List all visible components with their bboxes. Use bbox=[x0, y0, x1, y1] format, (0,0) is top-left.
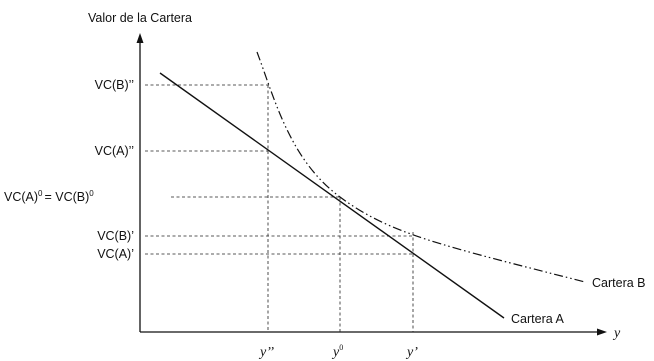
label-vc-b0: = VC(B) bbox=[44, 190, 89, 204]
label-vc-a-prime: VC(A)’ bbox=[97, 247, 134, 261]
label-vc-b0-superscript: 0 bbox=[89, 189, 94, 198]
label-vc-zero-equality: VC(A)0 = VC(B)0 bbox=[4, 189, 94, 204]
label-vc-b-prime: VC(B)’ bbox=[97, 229, 134, 243]
x-axis-title: y bbox=[612, 326, 621, 341]
label-cartera-a: Cartera A bbox=[511, 312, 564, 326]
y-axis-arrowhead bbox=[136, 33, 144, 43]
label-vc-b-dblprime: VC(B)’’ bbox=[95, 78, 134, 92]
label-y-zero-base: y bbox=[331, 345, 340, 360]
y-axis-title: Valor de la Cartera bbox=[88, 11, 192, 25]
label-vc-a0: VC(A) bbox=[4, 190, 38, 204]
cartera-b-curve bbox=[256, 51, 586, 283]
label-vc-a-dblprime: VC(A)’’ bbox=[95, 144, 134, 158]
label-cartera-b: Cartera B bbox=[592, 276, 646, 290]
x-axis-arrowhead bbox=[597, 328, 607, 336]
label-y-dblprime: y’’ bbox=[258, 345, 274, 360]
label-y-prime: y’ bbox=[405, 345, 418, 360]
cartera-a-line bbox=[159, 72, 505, 319]
label-vc-a0-superscript: 0 bbox=[38, 189, 43, 198]
label-y-zero: y0 bbox=[331, 343, 343, 360]
label-y-zero-superscript: 0 bbox=[339, 343, 343, 352]
